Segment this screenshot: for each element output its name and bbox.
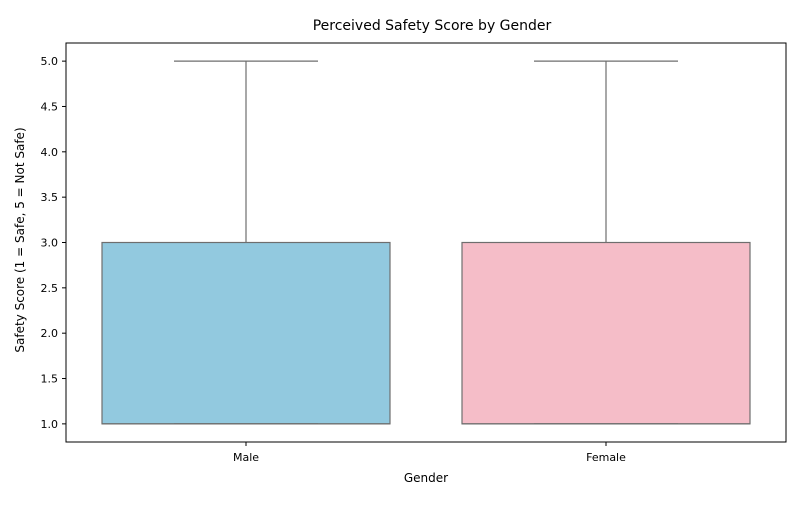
x-tick-label-male: Male	[233, 451, 259, 464]
y-tick-label: 4.5	[41, 100, 59, 113]
y-tick-label: 1.5	[41, 373, 59, 386]
x-tick-label-female: Female	[586, 451, 626, 464]
chart-title: Perceived Safety Score by Gender	[313, 18, 552, 34]
x-axis-label: Gender	[404, 471, 448, 485]
y-tick-label: 1.0	[41, 418, 59, 431]
y-axis-label: Safety Score (1 = Safe, 5 = Not Safe)	[13, 127, 27, 352]
box-female	[461, 241, 751, 425]
box-male	[101, 241, 391, 425]
plot-frame	[65, 42, 787, 443]
plot-area	[101, 60, 751, 425]
y-tick-label: 3.5	[41, 191, 59, 204]
y-tick-label: 5.0	[41, 55, 59, 68]
axes: Male Female 1.0 1.5 2.0 2.5 3.0 3.5 4.0 4.5 5.0	[41, 42, 787, 464]
y-tick-label: 3.0	[41, 237, 59, 250]
y-tick-label: 4.0	[41, 146, 59, 159]
y-tick-label: 2.0	[41, 327, 59, 340]
y-tick-label: 2.5	[41, 282, 59, 295]
